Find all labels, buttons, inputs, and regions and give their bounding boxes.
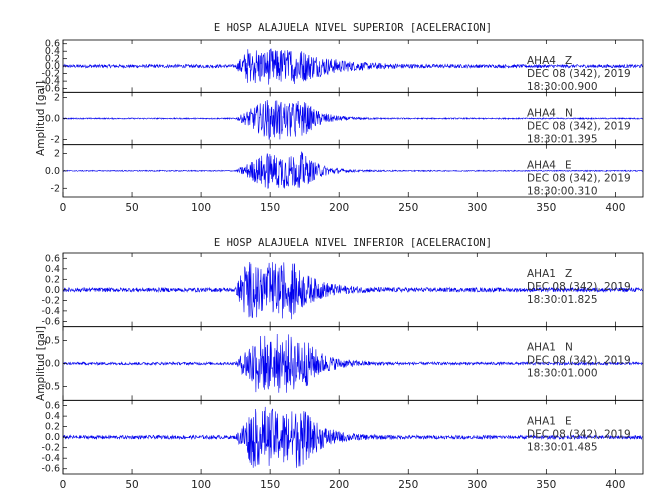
waveform-trace	[62, 261, 644, 320]
component-label: N	[565, 342, 573, 354]
y-tick-label: -0.4	[41, 76, 60, 87]
waveform-trace	[62, 406, 644, 468]
x-tick-label: 350	[536, 202, 556, 214]
time-label: 18:30:01.825	[527, 294, 598, 306]
waveform-trace	[62, 333, 644, 393]
component-label: Z	[565, 268, 572, 280]
y-tick-label: -0.2	[41, 69, 60, 80]
station-label: AHA4	[527, 107, 556, 119]
x-tick-label: 400	[605, 479, 625, 491]
x-tick-label: 300	[467, 479, 487, 491]
x-tick-label: 100	[191, 479, 211, 491]
component-label: E	[565, 415, 572, 427]
station-label: AHA1	[527, 342, 556, 354]
y-tick-label: 0.4	[45, 46, 60, 57]
x-tick-label: 0	[60, 202, 67, 214]
y-tick-label: 0.0	[45, 114, 60, 125]
y-tick-label: -0.4	[41, 306, 60, 317]
y-tick-label: 0.0	[45, 359, 60, 370]
x-tick-label: 300	[467, 202, 487, 214]
station-label: AHA1	[527, 415, 556, 427]
y-tick-label: 0.5	[45, 335, 60, 346]
date-label: DEC 08 (342), 2019	[527, 281, 631, 293]
component-label: E	[565, 160, 572, 172]
x-tick-label: 350	[536, 479, 556, 491]
y-axis-label: Amplitud [gal]	[35, 81, 47, 156]
station-label: AHA4	[527, 55, 556, 67]
waveform-trace	[62, 48, 644, 85]
date-label: DEC 08 (342), 2019	[527, 68, 631, 80]
station-label: AHA1	[527, 268, 556, 280]
waveform-trace	[62, 99, 644, 140]
y-tick-label: 0.6	[45, 253, 60, 264]
x-tick-label: 200	[329, 202, 349, 214]
date-label: DEC 08 (342), 2019	[527, 355, 631, 367]
y-tick-label: 0.0	[45, 432, 60, 443]
station-label: AHA4	[527, 160, 556, 172]
y-tick-label: 0.0	[45, 61, 60, 72]
y-tick-label: -2	[51, 183, 60, 194]
time-label: 18:30:01.000	[527, 368, 598, 380]
y-tick-label: 0.0	[45, 285, 60, 296]
waveform-trace	[62, 151, 644, 189]
x-tick-label: 50	[125, 202, 138, 214]
component-label: N	[565, 107, 573, 119]
date-label: DEC 08 (342), 2019	[527, 120, 631, 132]
chart-title: E HOSP ALAJUELA NIVEL INFERIOR [ACELERAC…	[214, 237, 492, 249]
y-tick-label: -0.2	[41, 295, 60, 306]
y-tick-label: 0.2	[45, 54, 60, 65]
y-tick-label: -0.6	[41, 84, 60, 95]
y-axis-label: Amplitud [gal]	[35, 326, 47, 401]
y-tick-label: 0.6	[45, 401, 60, 412]
y-tick-label: -0.6	[41, 464, 60, 475]
y-tick-label: -0.4	[41, 453, 60, 464]
x-tick-label: 150	[260, 479, 280, 491]
date-label: DEC 08 (342), 2019	[527, 428, 631, 440]
y-tick-label: 0.6	[45, 39, 60, 50]
x-tick-label: 50	[125, 479, 138, 491]
time-label: 18:30:01.485	[527, 441, 598, 453]
time-label: 18:30:00.310	[527, 186, 598, 198]
y-tick-label: 0.0	[45, 166, 60, 177]
date-label: DEC 08 (342), 2019	[527, 173, 631, 185]
y-tick-label: 0.4	[45, 264, 60, 275]
y-tick-label: 0.4	[45, 411, 60, 422]
chart-group-1: E HOSP ALAJUELA NIVEL SUPERIOR [ACELERAC…	[35, 22, 644, 214]
time-label: 18:30:00.900	[527, 81, 598, 93]
y-tick-label: -0.2	[41, 443, 60, 454]
x-tick-label: 250	[398, 479, 418, 491]
y-tick-label: 0.2	[45, 274, 60, 285]
y-tick-label: 2	[54, 93, 60, 104]
y-tick-label: 2	[54, 148, 60, 159]
x-tick-label: 150	[260, 202, 280, 214]
component-label: Z	[565, 55, 572, 67]
x-tick-label: 400	[605, 202, 625, 214]
y-tick-label: 0.2	[45, 422, 60, 433]
x-tick-label: 250	[398, 202, 418, 214]
chart-title: E HOSP ALAJUELA NIVEL SUPERIOR [ACELERAC…	[214, 22, 492, 34]
x-tick-label: 200	[329, 479, 349, 491]
y-tick-label: -0.5	[41, 382, 60, 393]
y-tick-label: -2	[51, 134, 60, 145]
time-label: 18:30:01.395	[527, 133, 598, 145]
x-tick-label: 0	[60, 479, 67, 491]
x-tick-label: 100	[191, 202, 211, 214]
y-tick-label: -0.6	[41, 316, 60, 327]
chart-group-2: E HOSP ALAJUELA NIVEL INFERIOR [ACELERAC…	[35, 237, 644, 491]
